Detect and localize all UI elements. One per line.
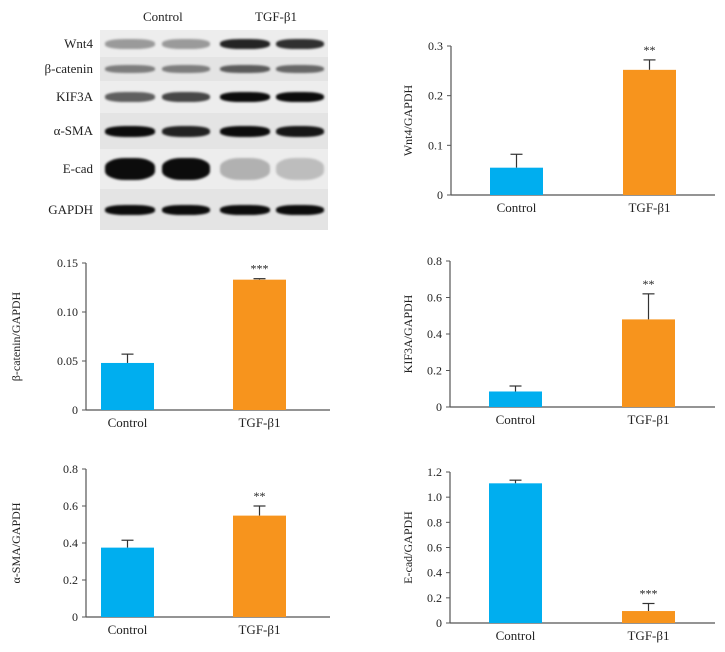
blot-band — [105, 38, 155, 49]
blot-band — [105, 204, 155, 215]
y-tick-label: 0.10 — [57, 305, 78, 319]
y-tick-label: 0.2 — [428, 89, 443, 103]
y-tick-label: 0 — [437, 188, 443, 202]
blot-band — [162, 92, 210, 102]
bar-control — [489, 483, 542, 623]
bar-tgf-beta1 — [623, 69, 676, 195]
significance-label: ** — [254, 489, 266, 503]
blot-strip-3 — [100, 113, 328, 149]
x-tick-label: TGF-β1 — [238, 622, 280, 637]
blot-row-label: Wnt4 — [64, 35, 93, 51]
bar-tgf-beta1 — [622, 319, 675, 407]
y-tick-label: 1.0 — [427, 490, 442, 504]
bar-control — [101, 362, 154, 410]
blot-band — [105, 158, 155, 180]
y-tick-label: 0.4 — [427, 327, 442, 341]
y-tick-label: 1.2 — [427, 465, 442, 479]
blot-strip-0 — [100, 30, 328, 57]
blot-band — [162, 125, 210, 137]
y-tick-label: 0.1 — [428, 138, 443, 152]
blot-band — [162, 204, 210, 215]
blot-band — [220, 158, 270, 180]
x-tick-label: TGF-β1 — [627, 412, 669, 427]
significance-label: *** — [251, 262, 269, 276]
blot-band — [276, 65, 324, 73]
significance-label: ** — [644, 43, 656, 57]
blot-strip-4 — [100, 149, 328, 189]
blot-band — [162, 158, 210, 180]
y-tick-label: 0.4 — [427, 566, 442, 580]
x-tick-label: Control — [497, 200, 537, 215]
bar-control — [490, 167, 543, 195]
significance-label: *** — [640, 586, 658, 600]
y-tick-label: 0.8 — [427, 254, 442, 268]
x-tick-label: TGF-β1 — [627, 628, 669, 643]
y-tick-label: 0.8 — [63, 462, 78, 476]
bar-control — [489, 391, 542, 407]
y-tick-label: 0.8 — [427, 515, 442, 529]
y-tick-label: 0 — [72, 610, 78, 624]
y-tick-label: 0.2 — [63, 573, 78, 587]
blot-band — [105, 92, 155, 102]
blot-strip-5 — [100, 189, 328, 230]
y-tick-label: 0.2 — [427, 364, 442, 378]
blot-band — [162, 38, 210, 49]
blot-strip-2 — [100, 81, 328, 113]
x-tick-label: TGF-β1 — [238, 415, 280, 430]
significance-label: ** — [643, 277, 655, 291]
bar-tgf-beta1 — [622, 611, 675, 623]
y-axis-label: Wnt4/GAPDH — [401, 85, 415, 157]
blot-band — [105, 125, 155, 137]
blot-band — [105, 65, 155, 73]
blot-band — [276, 92, 324, 102]
blot-band — [276, 204, 324, 215]
x-tick-label: Control — [108, 415, 148, 430]
blot-band — [220, 65, 270, 73]
blot-row-label: E-cad — [62, 161, 93, 176]
blot-band — [276, 158, 324, 180]
x-tick-label: Control — [496, 628, 536, 643]
blot-row-label: KIF3A — [56, 89, 93, 104]
blot-band — [162, 65, 210, 73]
y-tick-label: 0.2 — [427, 591, 442, 605]
blot-row-label: GAPDH — [48, 201, 93, 217]
y-axis-label: β-catenin/GAPDH — [9, 291, 23, 381]
bar-tgf-beta1 — [233, 515, 286, 617]
y-axis-label: KIF3A/GAPDH — [401, 294, 415, 373]
x-tick-label: TGF-β1 — [628, 200, 670, 215]
y-tick-label: 0.4 — [63, 536, 78, 550]
blot-group-label-tgf: TGF-β1 — [255, 9, 298, 24]
y-tick-label: 0.3 — [428, 39, 443, 53]
blot-band — [220, 125, 270, 137]
y-tick-label: 0.05 — [57, 354, 78, 368]
y-tick-label: 0 — [436, 400, 442, 414]
blot-band — [276, 38, 324, 49]
y-axis-label: α-SMA/GAPDH — [9, 502, 23, 583]
blot-strip-1 — [100, 57, 328, 81]
y-tick-label: 0 — [72, 403, 78, 417]
x-tick-label: Control — [108, 622, 148, 637]
blot-band — [220, 38, 270, 49]
y-axis-label: E-cad/GAPDH — [401, 511, 415, 584]
blot-row-label: β-catenin — [44, 61, 93, 76]
y-tick-label: 0.6 — [63, 499, 78, 513]
y-tick-label: 0.15 — [57, 256, 78, 270]
x-tick-label: Control — [496, 412, 536, 427]
bar-control — [101, 547, 154, 617]
blot-group-label-control: Control — [143, 9, 183, 24]
y-tick-label: 0 — [436, 616, 442, 630]
bar-tgf-beta1 — [233, 279, 286, 410]
blot-band — [220, 204, 270, 215]
blot-row-label: α-SMA — [53, 123, 93, 138]
y-tick-label: 0.6 — [427, 291, 442, 305]
y-tick-label: 0.6 — [427, 541, 442, 555]
blot-band — [220, 92, 270, 102]
blot-band — [276, 125, 324, 137]
western-blot-image — [100, 30, 328, 230]
